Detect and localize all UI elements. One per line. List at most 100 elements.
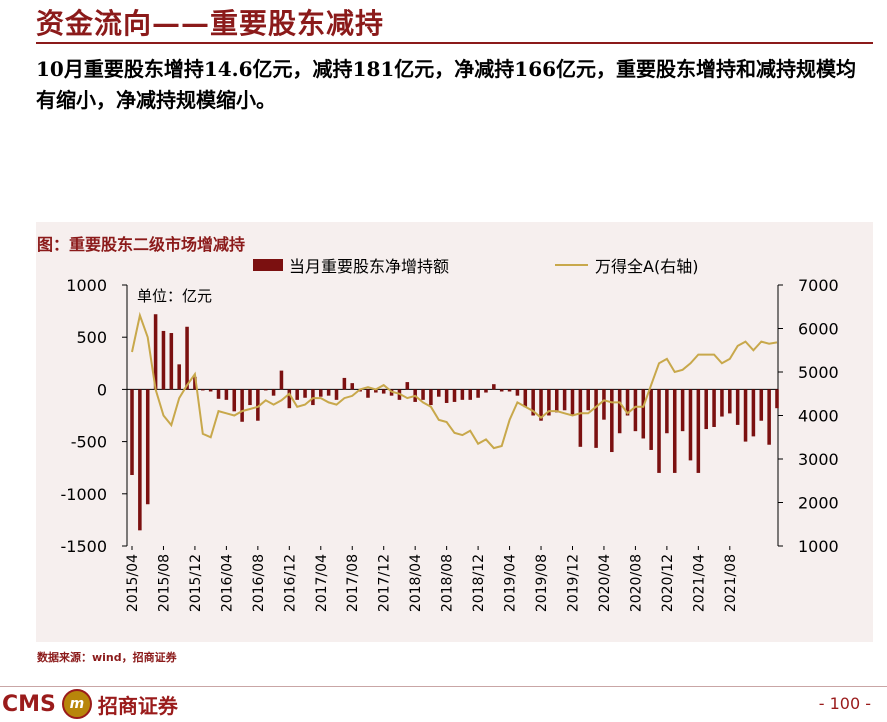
x-tick-label: 2020/04 [597,554,613,612]
bar [381,389,386,394]
legend-label-bar: 当月重要股东净增持额 [289,257,449,276]
bar [735,389,740,425]
summary-text: 10月重要股东增持14.6亿元，减持181亿元，净减持166亿元，重要股东增持和… [36,57,857,112]
bar [617,389,622,434]
bar [484,389,488,393]
bar [759,389,764,421]
left-tick-label: -500 [71,433,107,452]
bar [531,389,535,416]
bar [405,382,410,390]
bar [263,389,268,391]
bar [130,389,134,476]
bar [507,389,512,392]
bar [271,389,276,396]
bar [303,389,307,398]
right-tick-label: 2000 [798,494,839,513]
bar [185,326,189,390]
bar [728,389,732,414]
bar [649,389,653,450]
bar [743,389,748,442]
bar [326,389,331,396]
left-tick-label: -1500 [61,537,108,556]
bar [570,389,575,415]
bar [554,389,559,413]
bar [594,389,598,448]
bar [688,389,693,461]
bar [436,389,441,397]
bar [240,389,244,422]
bar [523,389,528,408]
x-tick-label: 2015/08 [156,554,172,612]
bar [515,389,520,396]
bar [161,330,166,390]
bar [201,389,205,391]
x-tick-label: 2016/08 [251,554,267,612]
bar [421,389,425,400]
bar [145,389,150,505]
x-tick-label: 2020/12 [660,554,676,612]
bar [704,389,708,430]
bar [429,389,433,406]
bar [751,389,756,437]
bar [208,389,213,392]
bar [153,314,158,390]
bar [492,384,496,390]
left-tick-label: 0 [97,380,107,399]
bar [342,377,347,390]
x-tick-label: 2019/12 [565,554,581,612]
bar [562,389,567,411]
bar [460,389,465,400]
x-tick-label: 2018/12 [471,554,487,612]
page-title: 资金流向——重要股东减持 [36,7,385,40]
x-tick-label: 2017/04 [314,554,330,612]
bar [452,389,457,402]
bar [193,376,197,390]
bar [672,389,677,473]
x-tick-label: 2015/04 [125,554,141,612]
line-series-wind-all-a [131,311,778,450]
x-tick-label: 2017/12 [377,554,393,612]
bar [169,333,174,390]
unit-label: 单位：亿元 [137,287,212,305]
bar [468,389,473,400]
legend-label-line: 万得全A(右轴) [595,257,698,276]
bar [539,389,543,421]
bar [295,389,299,400]
bar [177,364,181,390]
bar [680,389,685,432]
bar [578,389,583,447]
bar [712,389,716,427]
bar [775,389,779,409]
right-tick-label: 4000 [798,407,839,426]
bar [279,370,284,390]
bar [641,389,646,439]
title-divider [36,42,873,44]
bar [665,389,669,434]
bar [256,389,260,421]
bar [767,389,771,445]
bar [602,389,606,420]
logo-mark-icon: m [61,689,92,719]
x-tick-label: 2021/08 [723,554,739,612]
x-tick-label: 2017/08 [345,554,361,612]
data-source: 数据来源：wind，招商证券 [37,651,177,664]
bar [547,389,551,416]
right-tick-label: 6000 [798,320,839,339]
bar [610,389,614,453]
x-tick-label: 2015/12 [188,554,204,612]
bar [720,389,724,417]
bar [334,389,339,400]
x-tick-label: 2016/12 [282,554,298,612]
bar [232,389,237,412]
legend-swatch-bar [253,259,283,271]
bar [350,383,355,390]
bar [633,389,638,432]
left-tick-label: 1000 [66,276,107,295]
bar [138,389,142,531]
bar [657,389,661,473]
brand-logo: CMS m 招商证券 [2,686,178,722]
bar [248,389,252,406]
x-tick-label: 2018/04 [408,554,424,612]
left-tick-label: 500 [76,328,107,347]
